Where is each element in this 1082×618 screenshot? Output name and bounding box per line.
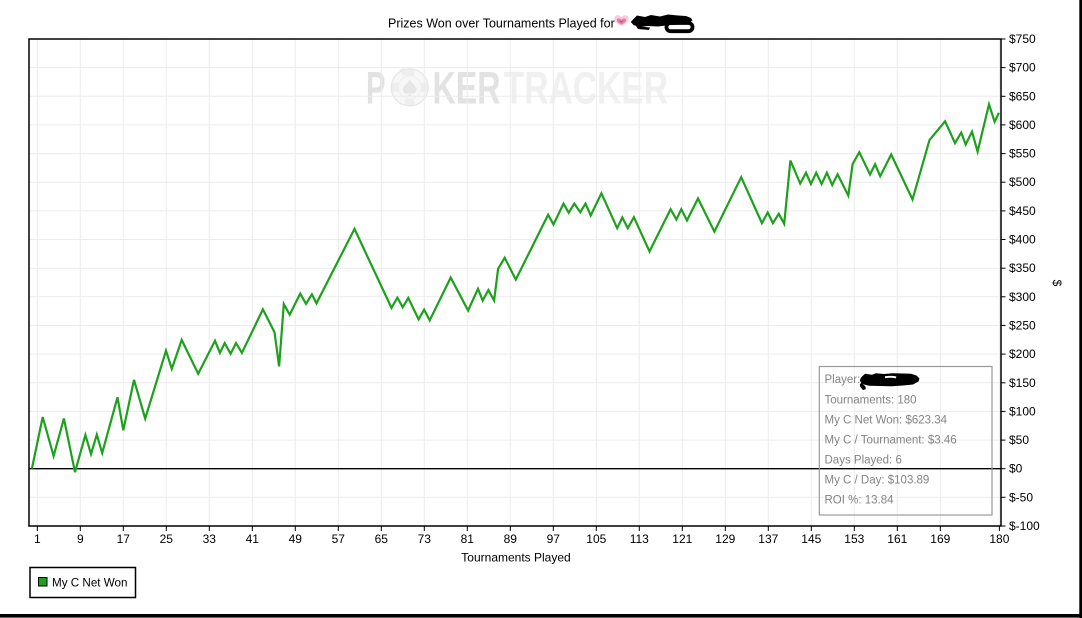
svg-text:Tournaments Played: Tournaments Played: [461, 551, 570, 565]
svg-text:97: 97: [547, 532, 561, 546]
svg-text:$150: $150: [1009, 376, 1036, 390]
svg-text:Days Played: 6: Days Played: 6: [825, 454, 902, 466]
svg-text:$50: $50: [1009, 433, 1029, 447]
svg-text:$450: $450: [1009, 204, 1036, 218]
svg-text:$-100: $-100: [1009, 519, 1040, 533]
svg-text:25: 25: [160, 532, 174, 546]
svg-text:$0: $0: [1009, 462, 1023, 476]
svg-text:TRACKER: TRACKER: [504, 63, 668, 114]
svg-text:$500: $500: [1009, 175, 1036, 189]
svg-text:81: 81: [461, 532, 475, 546]
svg-text:$700: $700: [1009, 61, 1036, 75]
svg-text:137: 137: [758, 532, 778, 546]
svg-text:Prizes Won over Tournaments Pl: Prizes Won over Tournaments Played for: [388, 17, 615, 31]
svg-text:57: 57: [332, 532, 346, 546]
svg-text:180: 180: [989, 532, 1009, 546]
svg-text:P: P: [366, 63, 386, 114]
svg-text:89: 89: [504, 532, 518, 546]
svg-text:$: $: [1050, 280, 1064, 287]
svg-text:113: 113: [630, 532, 649, 546]
svg-text:Tournaments: 180: Tournaments: 180: [825, 394, 917, 406]
svg-text:My C Net Won: My C Net Won: [52, 576, 128, 590]
svg-text:73: 73: [418, 532, 432, 546]
svg-text:$650: $650: [1009, 89, 1036, 103]
svg-text:KER: KER: [433, 63, 501, 114]
svg-text:1: 1: [34, 532, 41, 546]
svg-text:$550: $550: [1009, 147, 1036, 161]
svg-text:My C Net Won: $623.34: My C Net Won: $623.34: [825, 414, 948, 426]
svg-text:My C / Tournament: $3.46: My C / Tournament: $3.46: [825, 434, 957, 446]
svg-text:41: 41: [246, 532, 260, 546]
svg-text:$600: $600: [1009, 118, 1036, 132]
svg-text:$750: $750: [1009, 32, 1036, 46]
svg-text:17: 17: [117, 532, 131, 546]
svg-text:105: 105: [586, 532, 606, 546]
svg-text:Player:: Player:: [825, 374, 861, 386]
svg-text:49: 49: [289, 532, 303, 546]
svg-text:$400: $400: [1009, 233, 1036, 247]
svg-text:$100: $100: [1009, 404, 1036, 418]
svg-text:$350: $350: [1009, 261, 1036, 275]
svg-text:169: 169: [930, 532, 950, 546]
svg-text:33: 33: [203, 532, 217, 546]
svg-text:9: 9: [77, 532, 84, 546]
svg-text:My C / Day: $103.89: My C / Day: $103.89: [825, 474, 930, 486]
svg-text:$200: $200: [1009, 347, 1036, 361]
svg-text:145: 145: [801, 532, 821, 546]
svg-text:153: 153: [844, 532, 864, 546]
svg-text:$-50: $-50: [1009, 490, 1033, 504]
svg-text:$300: $300: [1009, 290, 1036, 304]
svg-text:ROI %: 13.84: ROI %: 13.84: [825, 494, 895, 506]
svg-text:129: 129: [715, 532, 735, 546]
svg-text:65: 65: [375, 532, 389, 546]
svg-text:161: 161: [887, 532, 907, 546]
svg-text:$250: $250: [1009, 319, 1036, 333]
svg-text:121: 121: [672, 532, 692, 546]
